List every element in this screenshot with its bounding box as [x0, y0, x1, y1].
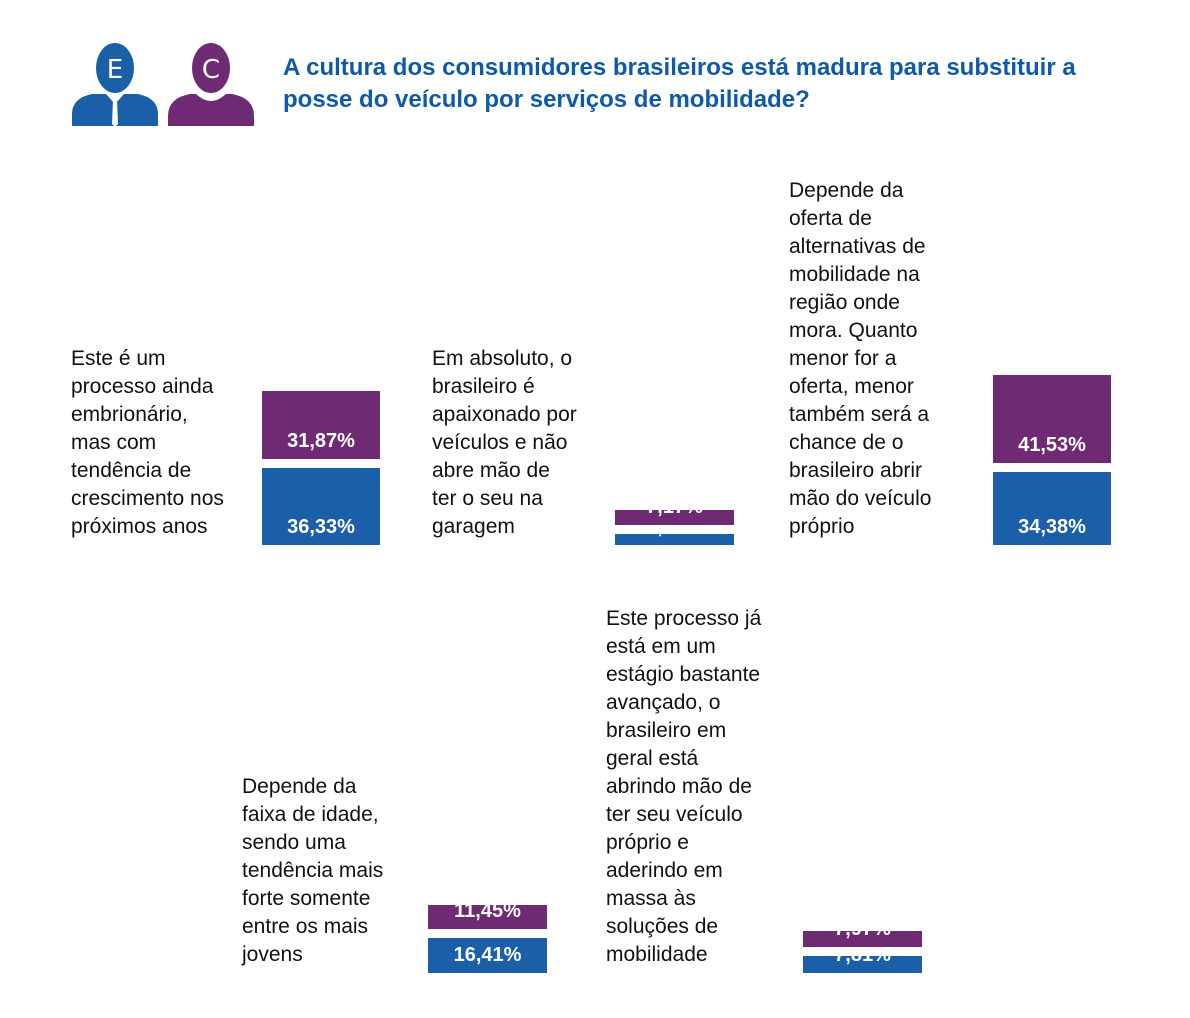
category-label-line: geral está — [606, 747, 699, 770]
category-label-line: jovens — [242, 943, 303, 966]
category-label-line: alternativas de — [789, 235, 926, 258]
category-label-line: também será a — [789, 403, 930, 426]
bar-segment-e: 16,41% — [428, 938, 547, 973]
category-label-line: abre mão de — [432, 459, 550, 482]
category-label-line: Depende da — [789, 179, 904, 202]
category-label: Em absoluto, o brasileiro é apaixonado por… — [432, 345, 577, 541]
category-label-line: crescimento nos — [71, 487, 224, 510]
bar-value-label: 7,17% — [646, 496, 703, 519]
bar-value-label: 34,38% — [1018, 515, 1086, 538]
category-label-line: apaixonado por — [432, 403, 577, 426]
legend-letter-c: C — [202, 55, 220, 85]
bar-value-label: 41,53% — [1018, 434, 1086, 457]
category-label-line: processo ainda — [71, 375, 214, 398]
category-label-line: brasileiro em — [606, 719, 727, 742]
category-label-line: entre os mais — [242, 915, 369, 938]
bar-segment-c: 11,45% — [428, 900, 547, 930]
category-label-line: chance de o — [789, 431, 904, 454]
bar-value-label: 7,97% — [834, 918, 891, 941]
category-label-line: massa às — [606, 887, 696, 910]
category-label-line: está em um — [606, 635, 716, 658]
category-label-line: garagem — [432, 515, 515, 538]
bar-segment-c: 31,87% — [262, 391, 380, 459]
bar-value-label: 36,33% — [287, 515, 355, 538]
category-label-line: abrindo mão de — [606, 775, 752, 798]
bar-segment-e: 5,08% — [615, 516, 734, 545]
category-label-line: brasileiro abrir — [789, 459, 923, 482]
bar-segment-e: 36,33% — [262, 467, 380, 545]
category-label: Este é um processo ainda embrionário, mas c… — [71, 345, 224, 541]
category-label-line: oferta de — [789, 207, 872, 230]
category-label-line: soluções de — [606, 915, 719, 938]
category-label-line: brasileiro é — [432, 375, 535, 398]
category-label-line: veículos e não — [432, 431, 568, 454]
category-label: Este processo já está em um estágio bastan… — [606, 605, 761, 969]
category-label-line: mobilidade — [606, 943, 708, 966]
category-label-line: embrionário, — [71, 403, 188, 426]
bar-segment-e: 34,38% — [993, 472, 1111, 545]
category-label-line: próximos anos — [71, 515, 208, 538]
category-label-line: Este processo já — [606, 607, 762, 630]
consumer-avatar-icon: C — [168, 40, 254, 126]
category-label-line: Em absoluto, o — [432, 347, 573, 370]
chart-title: A cultura dos consumidores brasileiros e… — [283, 54, 1076, 113]
bar-segment-c: 7,97% — [803, 918, 922, 948]
bar-value-label: 16,41% — [453, 943, 522, 966]
category-label-line: Este é um — [71, 347, 166, 370]
executive-avatar-icon: E — [72, 40, 158, 127]
category-label-line: estágio bastante — [606, 663, 761, 686]
category-label-line: oferta, menor — [789, 375, 914, 398]
category-label-line: aderindo em — [606, 859, 723, 882]
category-label-line: região onde — [789, 291, 900, 314]
category-label-line: mas com — [71, 431, 157, 454]
bar-value-label: 11,45% — [454, 900, 521, 923]
bar-segment-c: 41,53% — [993, 375, 1111, 464]
category-label-line: ter o seu na — [432, 487, 543, 510]
category-label-line: menor for a — [789, 347, 897, 370]
category-label-line: próprio — [789, 515, 855, 538]
bar-segment-c: 7,17% — [615, 496, 734, 526]
category-label-line: ter seu veículo — [606, 803, 743, 826]
category-label-line: forte somente — [242, 887, 371, 910]
category-label-line: mobilidade na — [789, 263, 920, 286]
category-label: Depende da faixa de idade, sendo uma tendên… — [242, 773, 383, 969]
legend-letter-e: E — [107, 55, 123, 85]
bar-segment-e: 7,81% — [803, 944, 922, 973]
category-label-line: tendência de — [71, 459, 192, 482]
category-label-line: tendência mais — [242, 859, 384, 882]
category-label-line: avançado, o — [606, 691, 721, 714]
category-label-line: próprio e — [606, 831, 689, 854]
category-label-line: faixa de idade, — [242, 803, 379, 826]
category-label-line: sendo uma — [242, 831, 346, 854]
bar-value-label: 31,87% — [287, 429, 355, 452]
category-label: Depende da oferta de alternativas de mobili… — [789, 177, 931, 541]
bar-value-label: 7,81% — [834, 943, 891, 966]
category-label-line: mão do veículo — [789, 487, 932, 510]
category-label-line: Depende da — [242, 775, 357, 798]
category-label-line: mora. Quanto — [789, 319, 918, 342]
